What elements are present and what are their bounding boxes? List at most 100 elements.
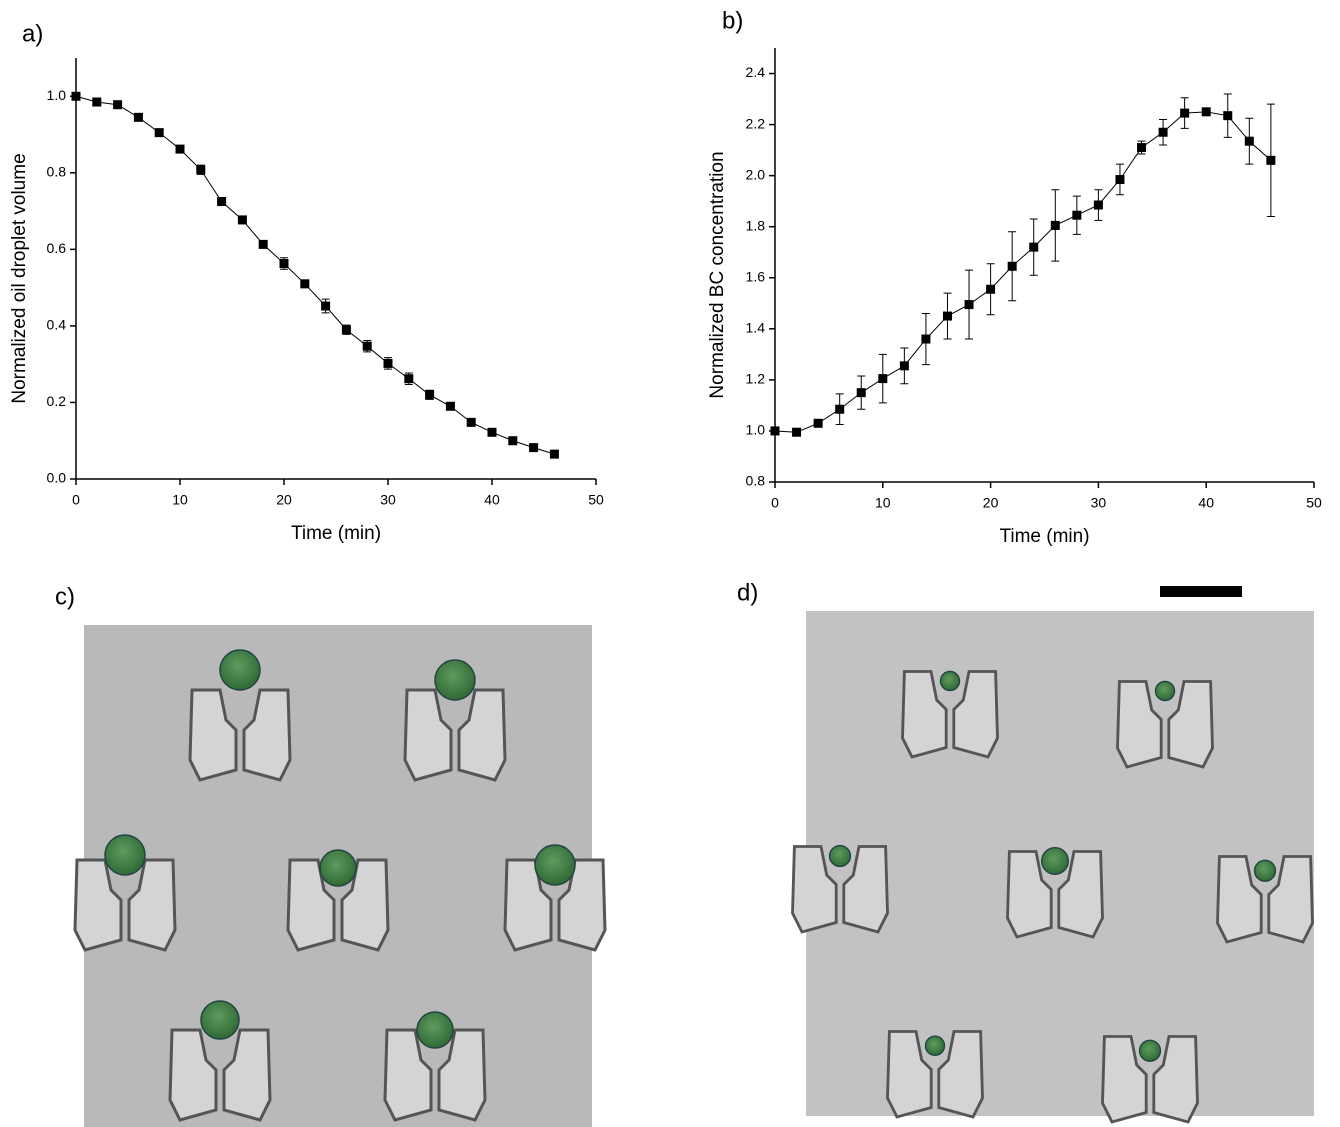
y-tick-label: 0.6 (47, 240, 67, 256)
trap-body (886, 1030, 933, 1119)
data-point (466, 417, 476, 427)
trap (1006, 846, 1104, 939)
droplet (319, 849, 357, 887)
data-point (1115, 174, 1125, 184)
data-point (986, 284, 996, 294)
droplet (200, 1000, 240, 1040)
x-tick-label: 30 (1091, 495, 1107, 511)
data-point (1201, 107, 1211, 117)
droplet (416, 1011, 454, 1049)
data-point (878, 374, 888, 384)
data-point (770, 426, 780, 436)
data-point (1050, 220, 1060, 230)
x-tick-label: 40 (484, 492, 500, 508)
y-tick-label: 1.4 (746, 320, 766, 336)
trap (73, 834, 177, 952)
trap (886, 1030, 984, 1119)
trap-body (937, 1030, 984, 1119)
data-point (1266, 155, 1276, 165)
x-tick-label: 20 (983, 495, 999, 511)
x-tick-label: 50 (588, 492, 604, 508)
scale-bar (1160, 586, 1242, 597)
data-point (856, 388, 866, 398)
panel-label: d) (737, 579, 758, 606)
trap (1216, 855, 1314, 944)
data-point (113, 100, 123, 110)
trap-body (403, 688, 453, 782)
data-point (217, 197, 227, 207)
data-point (792, 427, 802, 437)
trap-body (1057, 850, 1104, 939)
trap-body (1152, 1035, 1199, 1124)
trap-body (1006, 850, 1053, 939)
panel-label: c) (55, 583, 75, 610)
trap-body (1101, 1035, 1148, 1124)
data-point (529, 443, 539, 453)
panel-label: b) (722, 7, 743, 34)
data-point (1244, 136, 1254, 146)
trap (286, 849, 390, 952)
series-line (774, 111, 1272, 433)
trap-body (188, 688, 238, 782)
data-point (1093, 200, 1103, 210)
y-tick-label: 0.8 (746, 473, 766, 489)
panel-label: a) (22, 20, 43, 47)
trap (791, 844, 889, 934)
droplet (104, 834, 146, 876)
trap-body (791, 845, 838, 934)
trap-body (1267, 855, 1314, 944)
data-point (1180, 108, 1190, 118)
trap-body (383, 1028, 433, 1122)
trap-body (1216, 855, 1263, 944)
droplet (1253, 859, 1277, 882)
y-tick-label: 0.8 (47, 164, 67, 180)
droplet (924, 1035, 946, 1056)
data-point (445, 401, 455, 411)
data-point (258, 239, 268, 249)
series-line (75, 95, 555, 455)
y-tick-label: 2.0 (746, 166, 766, 182)
x-tick-label: 10 (172, 492, 188, 508)
data-point (279, 259, 289, 269)
y-tick-label: 1.2 (746, 371, 766, 387)
x-tick-label: 0 (72, 492, 80, 508)
trap-body (1167, 680, 1214, 769)
data-point (237, 215, 247, 225)
y-tick-label: 1.0 (746, 422, 766, 438)
droplet (939, 670, 961, 692)
data-point (487, 427, 497, 437)
trap-body (242, 688, 292, 782)
data-point (383, 358, 393, 368)
trap (188, 649, 292, 782)
trap-body (437, 1028, 487, 1122)
droplet (219, 649, 261, 691)
data-point (1158, 127, 1168, 137)
data-point (321, 301, 331, 311)
trap (503, 844, 607, 952)
droplet (434, 659, 476, 701)
x-tick-label: 10 (875, 495, 891, 511)
y-tick-label: 1.6 (746, 268, 766, 284)
data-point (425, 390, 435, 400)
trap (168, 1000, 272, 1122)
data-point (813, 418, 823, 428)
data-point (1137, 143, 1147, 153)
y-tick-label: 1.8 (746, 217, 766, 233)
data-point (549, 449, 559, 459)
data-point (835, 404, 845, 414)
data-point (133, 112, 143, 122)
x-tick-label: 20 (276, 492, 292, 508)
trap (403, 659, 507, 782)
y-axis-label: Normalized BC concentration (707, 151, 728, 398)
data-point (404, 374, 414, 384)
x-tick-label: 30 (380, 492, 396, 508)
data-point (341, 325, 351, 335)
data-point (1007, 261, 1017, 271)
trap-body (901, 670, 948, 759)
data-point (362, 341, 372, 351)
data-point (1223, 111, 1233, 121)
x-axis-label: Time (min) (999, 526, 1089, 547)
x-axis-label: Time (min) (291, 523, 381, 544)
droplet (1040, 846, 1070, 876)
